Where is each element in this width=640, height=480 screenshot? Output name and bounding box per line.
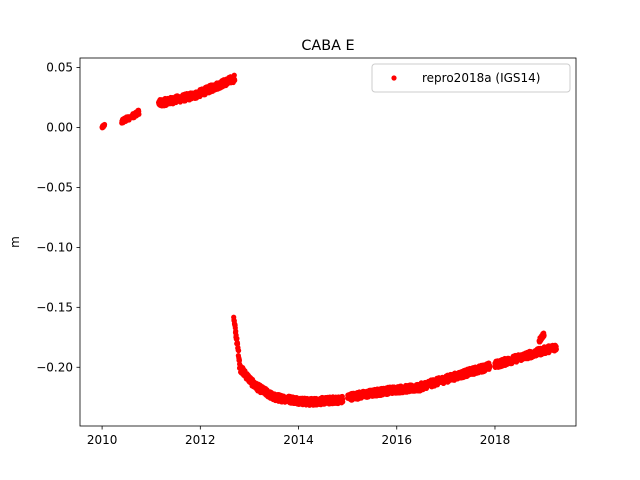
data-point — [340, 399, 346, 405]
data-point — [487, 363, 493, 369]
x-tick-label: 2016 — [381, 433, 412, 447]
y-axis: 0.05 0.00 −0.05 −0.10 −0.15 −0.20 — [36, 61, 80, 374]
y-tick-label: −0.15 — [36, 300, 73, 314]
data-point — [101, 121, 108, 128]
x-tick-label: 2014 — [283, 433, 314, 447]
x-tick-label: 2012 — [185, 433, 216, 447]
data-point — [233, 328, 239, 334]
data-point — [541, 332, 547, 338]
x-axis: 2010 2012 2014 2016 2018 — [87, 426, 510, 447]
data-point — [553, 346, 559, 352]
legend-label: repro2018a (IGS14) — [422, 71, 540, 85]
x-tick-label: 2018 — [480, 433, 511, 447]
y-tick-label: −0.10 — [36, 240, 73, 254]
data-point — [234, 335, 240, 342]
legend: repro2018a (IGS14) — [371, 63, 571, 93]
legend-box — [371, 63, 571, 93]
y-tick-label: −0.20 — [36, 360, 73, 374]
y-tick-label: −0.05 — [36, 180, 73, 194]
data-point — [235, 348, 242, 354]
x-tick-label: 2010 — [87, 433, 118, 447]
y-tick-label: 0.05 — [46, 61, 73, 75]
y-axis-label: m — [8, 236, 22, 248]
data-point — [231, 72, 237, 78]
data-point — [136, 111, 142, 117]
data-point — [232, 77, 238, 83]
data-points — [99, 72, 559, 408]
chart-title: CABA E — [301, 38, 354, 54]
plot-frame — [79, 57, 577, 427]
y-tick-label: 0.00 — [46, 121, 73, 135]
legend-marker — [391, 75, 397, 81]
